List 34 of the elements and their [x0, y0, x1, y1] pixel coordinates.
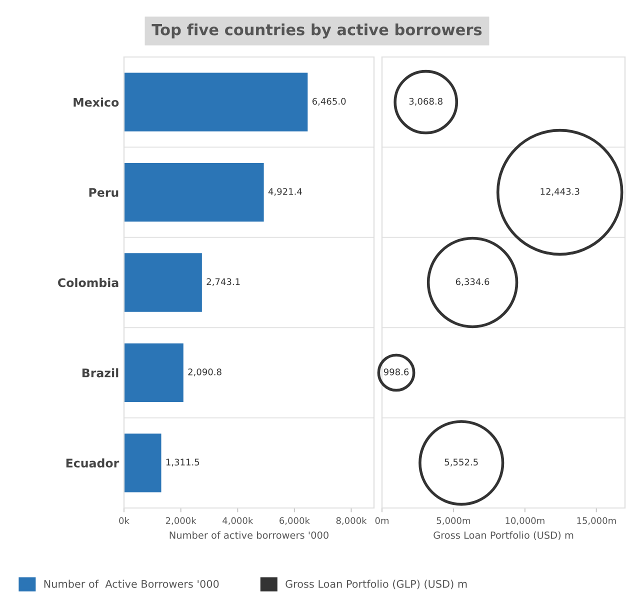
x-tick-label: 5,000m: [436, 517, 470, 525]
bar: [124, 343, 184, 402]
y-tick-label: Peru: [89, 188, 118, 197]
x-tick-label: 0k: [119, 517, 130, 524]
x-tick-label: 2,000k: [166, 517, 196, 525]
y-tick-label: Colombia: [58, 278, 118, 288]
text: 6,465.0: [312, 98, 346, 106]
bar: [124, 162, 264, 222]
legend-label: Gross Loan Portfolio (GLP) (USD) m: [286, 580, 467, 590]
text: 5,552.5: [444, 458, 478, 466]
x-tick-label: 10,000m: [506, 517, 544, 525]
text: 998.6: [384, 368, 409, 376]
x-tick-label: 4,000k: [222, 517, 254, 525]
x-tick-label: 8,000k: [336, 517, 367, 525]
x-axis-title: Number of active borrowers '000: [170, 531, 328, 539]
text: 2,743.1: [206, 278, 240, 286]
x-tick-label: 0m: [375, 517, 389, 524]
bar: [124, 253, 202, 312]
y-tick-label: Brazil: [82, 368, 118, 378]
legend-label: Number of Active Borrowers '000: [44, 580, 219, 588]
x-tick-label: 15,000m: [577, 517, 616, 525]
text: 4,921.4: [268, 188, 302, 196]
y-tick-label: Ecuador: [66, 458, 120, 468]
y-tick-label: Mexico: [74, 98, 119, 107]
bar: [124, 434, 162, 492]
chart-title: Top five countries by active borrowers: [152, 24, 482, 38]
x-tick-label: 6,000k: [280, 517, 310, 525]
bar: [124, 72, 308, 132]
x-axis-title: Gross Loan Portfolio (USD) m: [434, 531, 574, 540]
text: 12,443.3: [540, 188, 580, 196]
text: 3,068.8: [409, 98, 442, 106]
text: 6,334.6: [456, 278, 490, 286]
text: 1,311.5: [166, 458, 200, 466]
text: 2,090.8: [188, 368, 222, 376]
